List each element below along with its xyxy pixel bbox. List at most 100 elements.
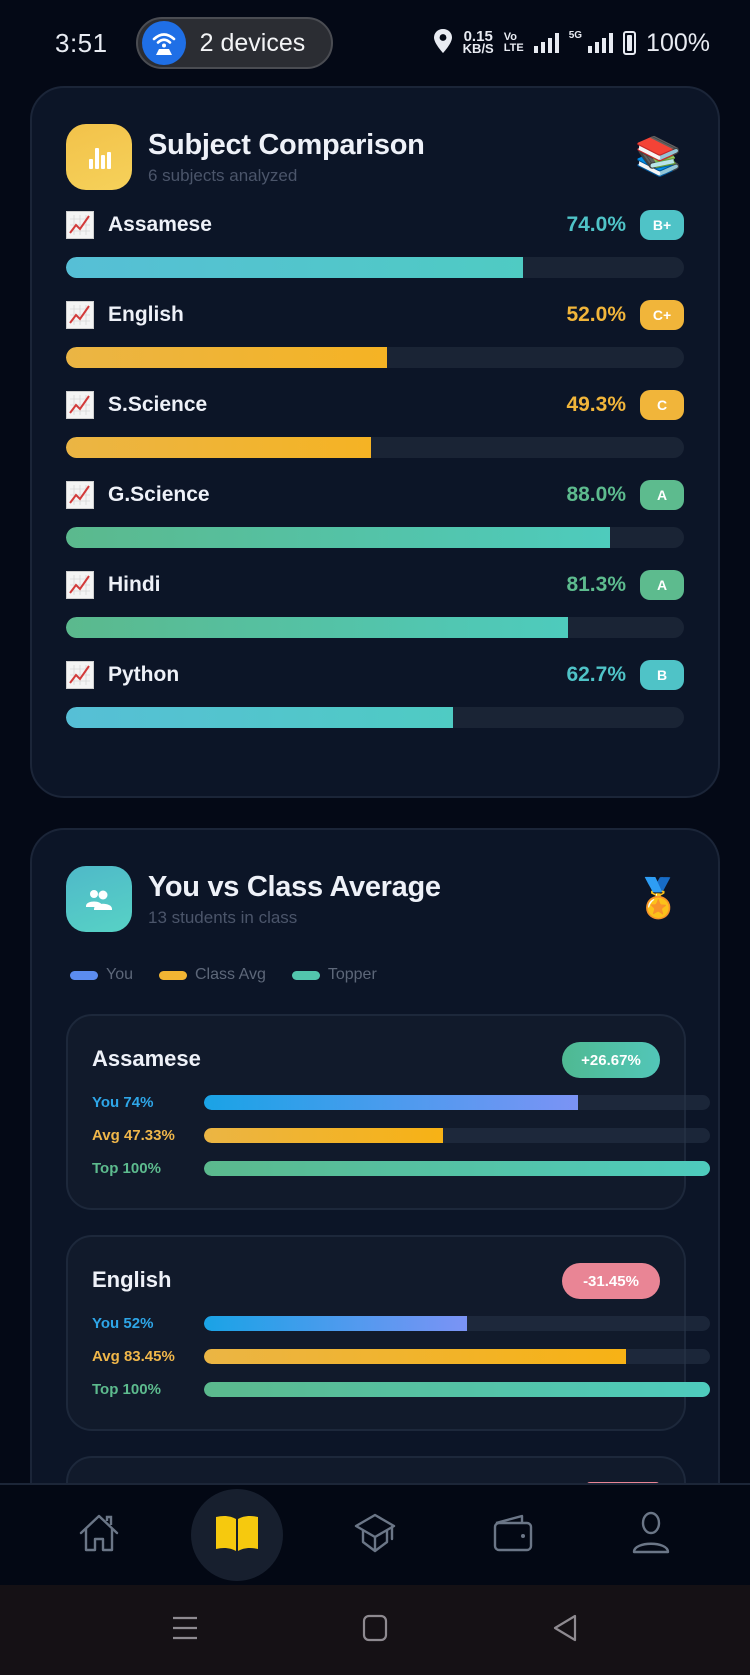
grade-badge: B	[640, 660, 684, 690]
comparison-row: Avg 47.33%	[92, 1125, 712, 1145]
row-label: You 74%	[92, 1093, 154, 1111]
subject-comparison-card[interactable]: Assamese +26.67% You 74% Avg 47.33% Top 100%	[66, 1014, 710, 1210]
subject-percent: 49.3%	[566, 393, 626, 416]
comparison-fill	[204, 1094, 579, 1110]
card-header: Subject Comparison 6 subjects analyzed 📚	[66, 122, 684, 192]
chart-increasing-icon	[66, 661, 94, 689]
wallet-icon	[492, 1513, 534, 1558]
net-speed: 0.15 KB/S	[462, 28, 494, 56]
progress-track	[66, 707, 684, 728]
progress-track	[66, 347, 684, 368]
nav-home[interactable]	[53, 1489, 145, 1581]
status-time: 3:51	[55, 27, 108, 58]
class-average-card: You vs Class Average 13 students in clas…	[30, 828, 720, 1528]
comparison-row: You 52%	[92, 1313, 712, 1333]
subject-name: English	[108, 303, 184, 326]
legend-swatch	[291, 970, 320, 980]
bottom-navigation	[0, 1483, 750, 1585]
legend-swatch	[159, 970, 187, 980]
card-subtitle: 6 subjects analyzed	[148, 165, 298, 185]
legend-swatch	[70, 970, 98, 980]
card-header: You vs Class Average 13 students in clas…	[66, 864, 684, 934]
legend-item: You	[70, 966, 133, 984]
comparison-fill	[204, 1160, 710, 1176]
chart-increasing-icon	[66, 211, 94, 239]
5g-label: 5G	[568, 29, 583, 41]
grade-badge: A	[640, 570, 684, 600]
battery-icon	[623, 31, 637, 55]
battery-percent: 100%	[646, 28, 710, 57]
subject-percent: 62.7%	[566, 663, 626, 686]
card-subtitle: 13 students in class	[148, 907, 298, 927]
grade-badge: B+	[640, 210, 684, 240]
progress-fill	[66, 617, 569, 638]
chart-increasing-icon	[66, 301, 94, 329]
comparison-fill	[204, 1381, 710, 1397]
row-label: Top 100%	[92, 1159, 161, 1177]
comparison-subject: English	[92, 1267, 172, 1292]
nav-wallet[interactable]	[467, 1489, 559, 1581]
comparison-track	[204, 1094, 710, 1110]
subject-row[interactable]: Hindi 81.3% A	[66, 568, 684, 638]
system-navigation-bar	[0, 1585, 750, 1675]
comparison-fill	[204, 1348, 627, 1364]
progress-track	[66, 617, 684, 638]
subject-percent: 81.3%	[566, 573, 626, 596]
grade-badge: A	[640, 480, 684, 510]
bar-chart-icon	[66, 124, 132, 190]
subject-comparison-card: Subject Comparison 6 subjects analyzed 📚…	[30, 86, 720, 798]
subject-row[interactable]: Python 62.7% B	[66, 658, 684, 728]
chart-increasing-icon	[66, 391, 94, 419]
subject-row[interactable]: S.Science 49.3% C	[66, 388, 684, 458]
open-book-icon	[214, 1513, 260, 1558]
status-icons: 0.15 KB/S Vo LTE 5G 100%	[433, 28, 710, 59]
status-bar: 3:51 2 devices 0.15 KB/S	[0, 0, 750, 86]
progress-fill	[66, 257, 524, 278]
comparison-track	[204, 1160, 710, 1176]
subject-name: Python	[108, 663, 180, 686]
subject-row[interactable]: English 52.0% C+	[66, 298, 684, 368]
card-title: You vs Class Average	[148, 870, 441, 903]
progress-fill	[66, 527, 610, 548]
chart-increasing-icon	[66, 571, 94, 599]
progress-fill	[66, 437, 371, 458]
progress-fill	[66, 347, 388, 368]
location-pin-icon	[433, 28, 453, 59]
row-label: You 52%	[92, 1314, 154, 1332]
chart-increasing-icon	[66, 481, 94, 509]
row-label: Avg 83.45%	[92, 1347, 175, 1365]
grade-badge: C	[640, 390, 684, 420]
home-icon	[77, 1511, 121, 1560]
grade-badge: C+	[640, 300, 684, 330]
subject-row[interactable]: Assamese 74.0% B+	[66, 208, 684, 278]
nav-academics[interactable]	[329, 1489, 421, 1581]
subject-name: G.Science	[108, 483, 210, 506]
subject-row[interactable]: G.Science 88.0% A	[66, 478, 684, 548]
comparison-track	[204, 1348, 710, 1364]
subject-name: Hindi	[108, 573, 161, 596]
legend-label: You	[106, 966, 133, 983]
5g-signal-icon	[588, 33, 614, 53]
hotspot-router-icon	[141, 21, 186, 65]
card-title: Subject Comparison	[148, 128, 425, 161]
difference-badge: +26.67%	[562, 1042, 660, 1078]
nav-profile[interactable]	[605, 1489, 697, 1581]
hotspot-pill[interactable]: 2 devices	[135, 17, 334, 69]
difference-badge: -31.45%	[562, 1263, 660, 1299]
comparison-subject: Assamese	[92, 1046, 201, 1071]
back-system-button[interactable]	[545, 1610, 585, 1650]
subject-comparison-card[interactable]: English -31.45% You 52% Avg 83.45% Top 100%	[66, 1235, 710, 1431]
home-square-icon	[362, 1614, 388, 1647]
chart-legend: You Class Avg Topper	[70, 966, 377, 984]
user-icon	[631, 1511, 671, 1560]
progress-track	[66, 527, 684, 548]
nav-subjects[interactable]	[191, 1489, 283, 1581]
recents-button[interactable]	[165, 1610, 205, 1650]
legend-label: Class Avg	[195, 966, 266, 983]
home-system-button[interactable]	[355, 1610, 395, 1650]
comparison-row: Avg 83.45%	[92, 1346, 712, 1366]
progress-fill	[66, 707, 454, 728]
volte-icon: Vo LTE	[503, 31, 524, 54]
medal-icon: 🏅	[634, 878, 682, 920]
